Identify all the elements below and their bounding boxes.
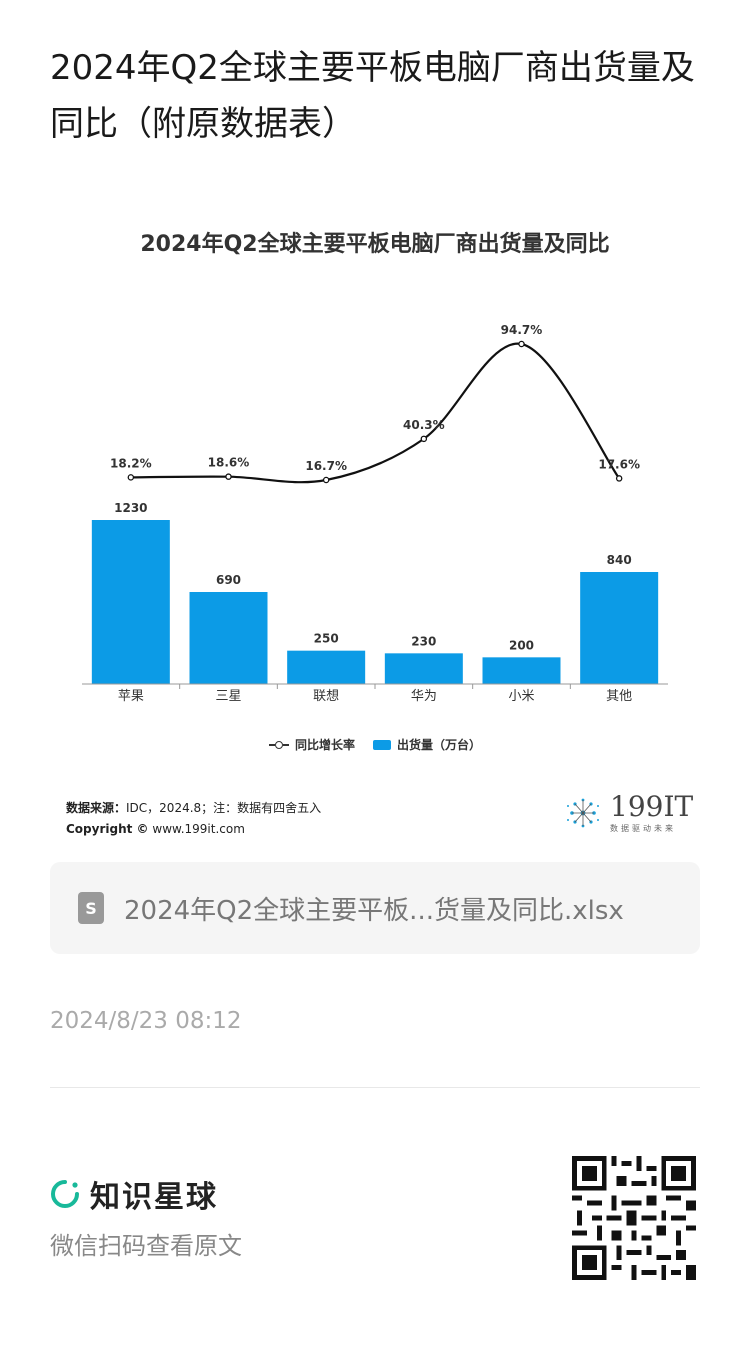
qr-code-icon[interactable]	[572, 1156, 696, 1280]
brand-name: 知识星球	[90, 1180, 218, 1215]
growth-point	[322, 476, 330, 484]
dandelion-logo-icon	[567, 798, 599, 828]
bar-value-label: 840	[607, 553, 632, 567]
category-label: 三星	[215, 689, 241, 704]
planet-brand: 知识星球	[50, 1172, 218, 1216]
logo-subtitle: 数据驱动未来	[610, 823, 676, 833]
growth-value-label: 18.2%	[110, 456, 152, 470]
growth-line	[130, 342, 621, 484]
source-note: 数据来源：IDC，2024.8；注：数据有四舍五入 Copyright © ww…	[66, 798, 321, 840]
logo-text: 199IT	[610, 789, 694, 823]
copyright-label: Copyright ©	[66, 822, 149, 836]
post-timestamp: 2024/8/23 08:12	[50, 1008, 242, 1034]
bar-1	[189, 592, 268, 684]
bar-3	[384, 653, 463, 684]
chart-legend: 同比增长率 出货量（万台）	[0, 736, 750, 753]
attachment-card[interactable]: S 2024年Q2全球主要平板...货量及同比.xlsx	[50, 862, 700, 954]
bar-value-label: 250	[314, 632, 339, 646]
combo-chart: 1230 苹果 690 三星 250 联想 230 华为 200 小米 840 其他 18.2% 18.6…	[82, 323, 668, 704]
bar-4	[482, 657, 561, 684]
attachment-file-name: 2024年Q2全球主要平板...货量及同比.xlsx	[124, 895, 624, 926]
growth-value-label: 40.3%	[403, 418, 445, 432]
bar-swatch-icon	[373, 739, 391, 750]
legend-item-growth: 同比增长率	[268, 736, 355, 753]
bar-5	[580, 572, 659, 684]
bar-value-label: 1230	[114, 501, 147, 515]
category-label: 小米	[508, 689, 534, 704]
growth-value-label: 17.6%	[598, 457, 640, 471]
divider	[50, 1087, 700, 1088]
growth-point	[225, 473, 232, 480]
line-marker-icon	[268, 740, 289, 749]
legend-label-shipments: 出货量（万台）	[397, 738, 482, 752]
document-icon: S	[78, 892, 104, 924]
category-label: 联想	[313, 688, 339, 704]
chart-title: 2024年Q2全球主要平板电脑厂商出货量及同比	[140, 232, 610, 257]
growth-value-label: 18.6%	[208, 456, 250, 470]
growth-point	[127, 474, 135, 481]
growth-point	[518, 340, 525, 348]
brand-logo: 199IT 数据驱动未来	[562, 792, 693, 834]
category-label: 苹果	[118, 689, 144, 704]
scan-instruction: 微信扫码查看原文	[50, 1232, 242, 1260]
growth-value-label: 94.7%	[501, 323, 543, 337]
source-label: 数据来源：	[66, 801, 127, 815]
source-text: IDC，2024.8；注：数据有四舍五入	[126, 801, 322, 815]
copyright-url[interactable]: www.199it.com	[152, 822, 245, 836]
category-label: 其他	[606, 689, 632, 704]
bar-value-label: 690	[216, 573, 241, 587]
growth-point	[420, 435, 428, 443]
legend-item-shipments: 出货量（万台）	[373, 736, 481, 753]
bar-value-label: 230	[411, 634, 436, 648]
bar-2	[287, 650, 366, 684]
growth-value-label: 16.7%	[305, 459, 347, 473]
category-label: 华为	[411, 689, 437, 704]
growth-point	[615, 475, 623, 482]
legend-label-growth: 同比增长率	[294, 738, 355, 752]
bar-0	[91, 520, 170, 684]
planet-logo-icon	[51, 1180, 79, 1208]
post-title: 2024年Q2全球主要平板电脑厂商出货量及同比（附原数据表）	[50, 48, 695, 144]
bar-value-label: 200	[509, 638, 534, 652]
